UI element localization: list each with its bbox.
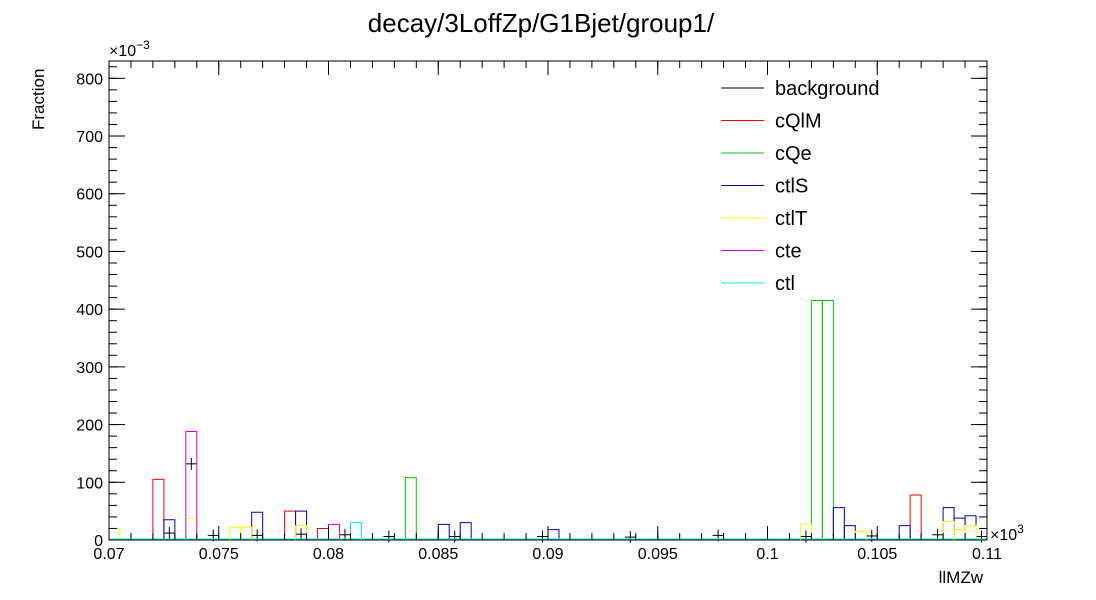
series-cQe [109,300,987,540]
y-tick-label: 400 [76,302,103,319]
y-tick-label: 500 [76,244,103,261]
x-tick-label: 0.11 [972,546,1002,563]
y-tick-label: 600 [76,187,103,204]
legend-label: ctlT [775,208,807,230]
histogram-bin [459,522,472,540]
x-tick-label: 0.075 [199,546,239,563]
y-tick-label: 200 [76,418,103,435]
y-tick-label: 300 [76,360,103,377]
histogram-bin [810,300,823,540]
legend-label: ctlS [775,176,808,198]
series-layer [108,300,987,544]
histogram-bin [832,507,845,540]
x-tick-label: 0.085 [418,546,458,563]
histogram-bin [953,517,966,540]
legend-label: ctl [775,273,795,295]
histogram-bin [328,523,340,540]
histogram-bin [108,527,121,540]
x-tick-label: 0.095 [638,546,678,563]
histogram-bin [317,527,329,540]
legend-entry-cQe: cQe [721,143,812,165]
histogram-bin [404,477,417,540]
histogram-bin [163,519,176,540]
x-tick-label: 0.09 [532,546,563,563]
x-axis-label: llMZw [939,568,984,587]
histogram-bin [547,529,560,540]
plot-frame [108,60,988,541]
legend-entry-background: background [721,78,880,100]
histogram-bin [964,515,977,540]
histogram-bin [953,529,966,540]
histogram-bin [909,494,922,540]
histogram-bin [229,526,242,540]
legend-entry-ctlS: ctlS [721,176,808,198]
legend-label: background [775,78,880,100]
y-tick-label: 100 [76,475,103,492]
series-cte [109,431,987,540]
legend-label: cQe [775,143,812,165]
histogram-bin [240,526,253,540]
legend: background cQlM cQe ctlS ctlT cte ctl [721,78,880,295]
histogram-bin [185,517,198,540]
legend-entry-ctl: ctl [721,273,795,295]
histogram-bin [843,525,856,540]
histogram-bin [964,525,977,540]
histogram-bin [942,521,955,540]
histogram-bin [349,522,362,540]
chart-title: decay/3LoffZp/G1Bjet/group1/ [368,8,715,38]
x-axis-multiplier: ×103 [990,522,1024,544]
histogram-bin [295,525,308,540]
histogram-bin [821,300,834,540]
histogram-bin [799,523,812,540]
histogram-bin [251,511,264,540]
histogram-bin [898,525,911,540]
x-tick-label: 0.08 [313,546,344,563]
legend-entry-cte: cte [721,241,802,263]
histogram-bin [185,431,198,540]
y-tick-label: 700 [76,129,103,146]
histogram-bin [152,478,165,540]
axis-layer: 0.07 0.075 0.08 0.085 0.09 0.095 0.1 0.105 0.11 0… [76,61,1002,563]
legend-label: cte [775,241,802,263]
histogram-bin [284,510,297,540]
y-axis-label: Fraction [29,69,48,130]
legend-label: cQlM [775,111,822,133]
histogram-bin [437,523,450,540]
y-axis-multiplier: ×10−3 [109,38,150,60]
histogram-bin [942,507,955,540]
x-tick-label: 0.105 [857,546,897,563]
y-tick-label: 0 [94,533,103,550]
legend-entry-ctlT: ctlT [721,208,807,230]
y-tick-label: 800 [76,71,103,88]
x-tick-label: 0.1 [756,546,778,563]
x-tick-label: 0.07 [93,546,124,563]
legend-entry-cQlM: cQlM [721,111,822,133]
